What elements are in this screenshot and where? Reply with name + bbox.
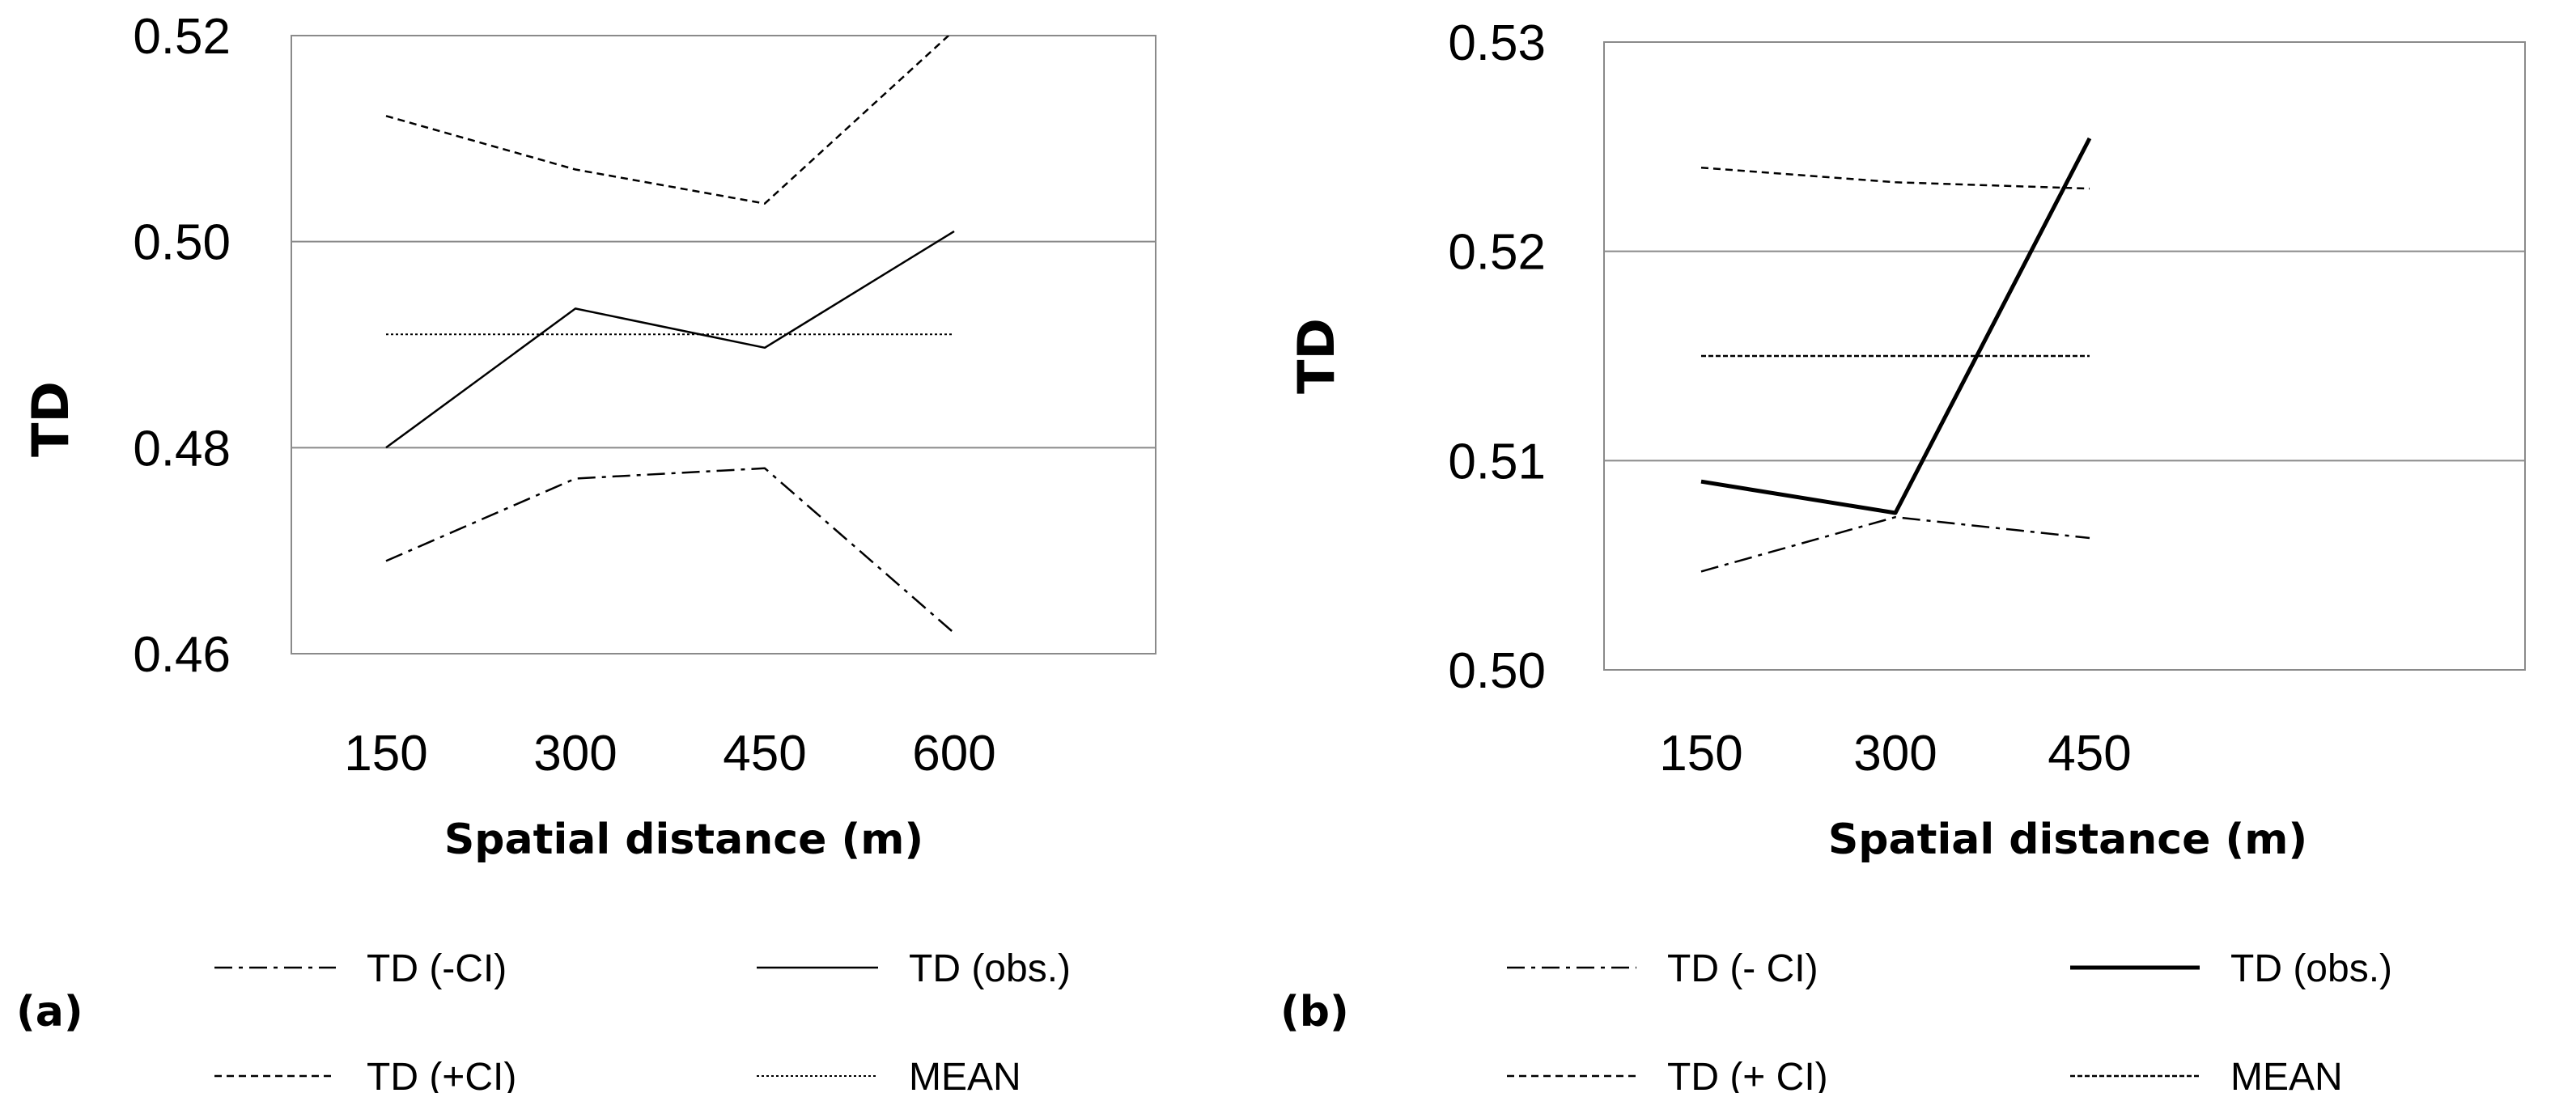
chart-panel-b: 0.50 0.51 0.52 0.53 150 300 450 Spatial distanc… — [1280, 15, 2526, 1093]
x-tick-label: 300 — [1853, 726, 1937, 782]
chart-panel-a: 0.46 0.48 0.50 0.52 150 300 450 600 Spatial dist… — [16, 9, 1156, 1093]
x-tick-label: 600 — [912, 726, 995, 782]
y-axis-label: TD — [21, 381, 80, 457]
series-line-td-ci — [385, 36, 950, 205]
plot-frame — [291, 35, 1156, 655]
y-tick-label: 0.50 — [1448, 643, 1546, 699]
x-tick-label: 450 — [723, 726, 806, 782]
legend-label: MEAN — [909, 1056, 1021, 1093]
legend-label: TD (-CI) — [367, 947, 507, 990]
x-axis-label: Spatial distance (m) — [1828, 816, 2307, 864]
x-tick-label: 150 — [1659, 726, 1742, 782]
series-line-td-ci — [385, 467, 955, 634]
x-axis-label: Spatial distance (m) — [444, 816, 923, 864]
series-line-td-obs — [385, 230, 955, 449]
y-axis-label: TD — [1287, 318, 1346, 394]
legend-label: TD (obs.) — [2230, 947, 2392, 990]
y-tick-label: 0.51 — [1448, 434, 1546, 489]
x-tick-label: 300 — [533, 726, 617, 782]
series-line-td-ci — [1700, 166, 2090, 190]
y-tick-label: 0.46 — [133, 627, 231, 683]
legend-label: TD (+CI) — [367, 1056, 516, 1093]
panel-label: (b) — [1280, 988, 1349, 1036]
y-tick-label: 0.52 — [1448, 225, 1546, 281]
y-tick-label: 0.48 — [133, 421, 231, 477]
series-line-td-ci — [1700, 515, 2090, 573]
x-tick-label: 450 — [2048, 726, 2131, 782]
legend-label: TD (- CI) — [1667, 947, 1818, 990]
legend-label: TD (+ CI) — [1667, 1056, 1828, 1093]
series-line-td-obs — [1700, 137, 2092, 515]
x-tick-label: 150 — [344, 726, 427, 782]
y-tick-label: 0.50 — [133, 215, 231, 271]
y-tick-label: 0.52 — [133, 9, 231, 65]
legend-label: TD (obs.) — [909, 947, 1071, 990]
panel-label: (a) — [16, 988, 83, 1036]
legend-label: MEAN — [2230, 1056, 2343, 1093]
y-tick-label: 0.53 — [1448, 15, 1546, 71]
